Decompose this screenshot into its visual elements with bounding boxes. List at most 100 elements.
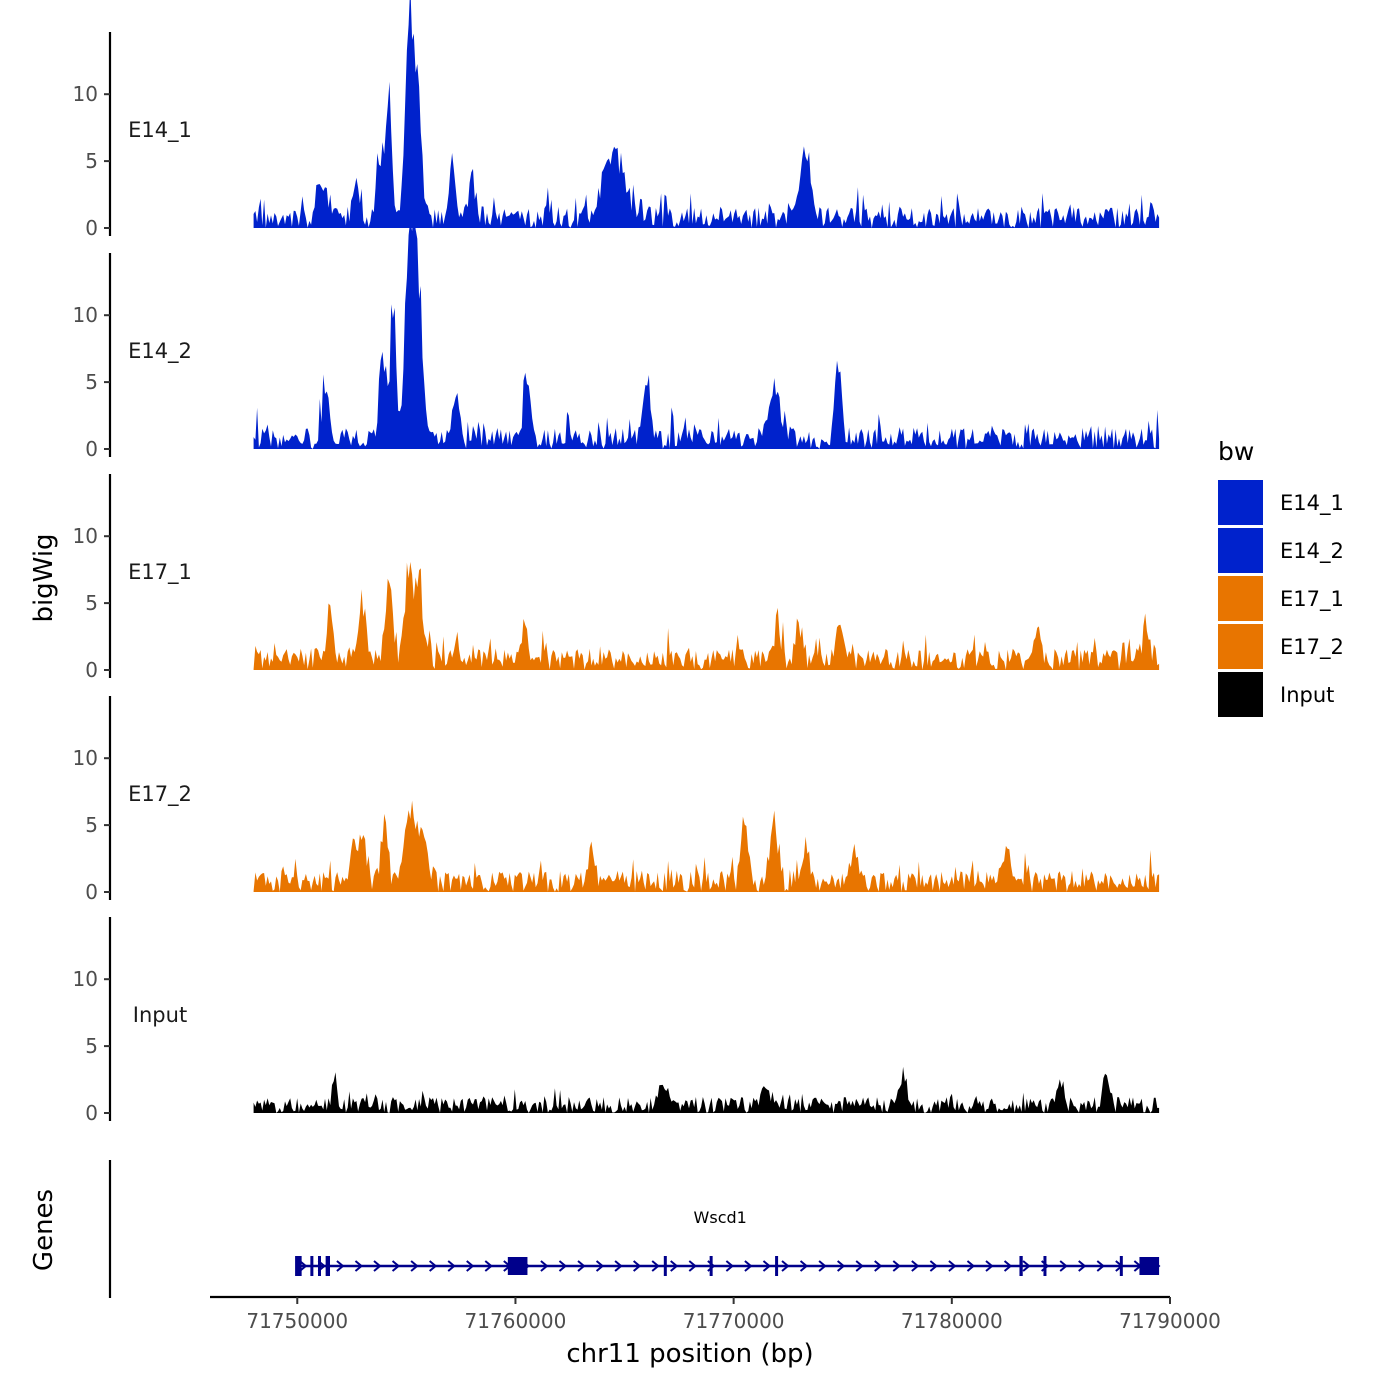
strand-arrow: [1096, 1260, 1105, 1272]
strand-arrow: [911, 1260, 920, 1272]
strand-arrow: [484, 1260, 493, 1272]
x-tick-label: 71770000: [683, 1309, 785, 1333]
strand-arrow: [948, 1260, 957, 1272]
legend-entry: E14_2: [1218, 528, 1344, 573]
strand-arrow: [595, 1260, 605, 1272]
strand-arrow: [670, 1260, 679, 1272]
strand-arrow: [651, 1260, 660, 1272]
exon: [1019, 1256, 1023, 1276]
legend-label: E14_1: [1280, 491, 1344, 516]
strand-arrow: [447, 1260, 456, 1272]
signal-area-E14_1: [253, 0, 1160, 228]
genes-panel: Wscd1: [108, 1160, 1161, 1298]
legend-entry: Input: [1218, 672, 1334, 717]
strand-arrow: [929, 1260, 938, 1272]
signal-area-E17_2: [253, 800, 1160, 892]
exon: [1139, 1257, 1160, 1275]
strand-arrow: [1059, 1260, 1068, 1272]
y-tick-label: 10: [73, 303, 98, 327]
strand-arrow: [799, 1260, 809, 1272]
strand-arrow: [1022, 1260, 1031, 1272]
strand-arrow: [577, 1260, 586, 1272]
x-axis: 71750000 71760000 71770000 71780000 71790000: [210, 1295, 1221, 1333]
track-E17_1: 0 5 10 E17_1: [73, 474, 1160, 682]
gene-Wscd1: Wscd1: [295, 1208, 1161, 1276]
y-tick-label: 0: [85, 216, 98, 240]
genes-panel-title: Genes: [29, 1189, 59, 1271]
y-axis-title: bigWig: [29, 533, 59, 622]
strand-arrow: [744, 1260, 753, 1272]
x-tick-label: 71790000: [1119, 1309, 1221, 1333]
strand-arrow: [1078, 1260, 1087, 1272]
legend: bw E14_1 E14_2 E17_1 E17_2 Input: [1218, 437, 1344, 717]
strand-arrow: [299, 1260, 308, 1272]
track-label: Input: [133, 1003, 187, 1027]
exon: [663, 1256, 667, 1276]
strand-arrow: [558, 1260, 568, 1272]
strand-arrow: [688, 1260, 697, 1272]
strand-arrow: [428, 1260, 438, 1272]
exon: [507, 1257, 528, 1275]
legend-entry: E14_1: [1218, 480, 1344, 525]
strand-arrow: [874, 1260, 883, 1272]
legend-swatch: [1218, 480, 1263, 525]
strand-arrow: [614, 1260, 623, 1272]
y-tick-label: 0: [85, 658, 98, 682]
x-tick-label: 71750000: [246, 1309, 348, 1333]
legend-entry: E17_2: [1218, 624, 1344, 669]
strand-arrow: [632, 1260, 642, 1272]
exon: [775, 1256, 779, 1276]
strand-arrow: [818, 1260, 827, 1272]
track-label: E14_1: [128, 118, 192, 143]
strand-arrow: [540, 1260, 549, 1272]
y-tick-label: 5: [85, 370, 98, 394]
track-E14_2: 0 5 10 E14_2: [73, 207, 1160, 461]
legend-swatch: [1218, 624, 1263, 669]
strand-arrow: [391, 1260, 401, 1272]
legend-label: E17_2: [1280, 635, 1344, 660]
strand-arrow: [466, 1260, 475, 1272]
signal-area-Input: [253, 1066, 1160, 1113]
strand-arrow: [354, 1260, 364, 1272]
signal-area-E14_2: [253, 207, 1160, 449]
y-tick-label: 5: [85, 591, 98, 615]
strand-arrow: [410, 1260, 419, 1272]
legend-swatch: [1218, 576, 1263, 621]
y-tick-label: 5: [85, 1034, 98, 1058]
y-tick-label: 0: [85, 1101, 98, 1125]
legend-label: E17_1: [1280, 587, 1344, 612]
strand-arrow: [966, 1260, 976, 1272]
y-tick-label: 0: [85, 437, 98, 461]
exon: [310, 1256, 314, 1276]
exon: [325, 1256, 330, 1276]
track-E14_1: 0 5 10 E14_1: [73, 0, 1160, 240]
strand-arrow: [855, 1260, 864, 1272]
exon: [295, 1256, 302, 1276]
y-tick-label: 10: [73, 524, 98, 548]
y-tick-label: 5: [85, 149, 98, 173]
exon: [318, 1256, 321, 1276]
legend-entry: E17_1: [1218, 576, 1344, 621]
legend-swatch: [1218, 672, 1263, 717]
legend-label: E14_2: [1280, 539, 1344, 564]
legend-swatch: [1218, 528, 1263, 573]
strand-arrow: [985, 1260, 994, 1272]
exon: [1043, 1256, 1047, 1276]
track-E17_2: 0 5 10 E17_2: [73, 696, 1160, 904]
strand-arrow: [762, 1260, 772, 1272]
y-tick-label: 10: [73, 967, 98, 991]
x-axis-title: chr11 position (bp): [566, 1339, 813, 1369]
track-label: E17_2: [128, 782, 192, 807]
legend-label: Input: [1280, 683, 1334, 707]
exon: [1119, 1256, 1123, 1276]
signal-area-E17_1: [253, 561, 1160, 670]
strand-arrow: [836, 1260, 846, 1272]
signal-tracks: 0 5 10 E14_1 0 5 10 E14_2 0 5 10 E17_1 0 5 10 E17_2 0 5 10…: [73, 0, 1160, 1125]
strand-arrow: [725, 1260, 734, 1272]
legend-title: bw: [1218, 437, 1254, 466]
strand-arrow: [336, 1260, 345, 1272]
exon: [709, 1256, 713, 1276]
strand-arrow: [1003, 1260, 1013, 1272]
strand-arrow: [892, 1260, 901, 1272]
